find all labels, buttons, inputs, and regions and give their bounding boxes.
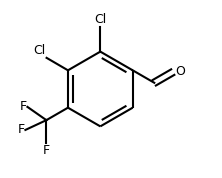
Text: F: F [43,144,50,157]
Text: Cl: Cl [94,13,106,26]
Text: F: F [17,123,24,136]
Text: F: F [19,100,26,113]
Text: Cl: Cl [34,44,46,57]
Text: O: O [175,65,185,78]
